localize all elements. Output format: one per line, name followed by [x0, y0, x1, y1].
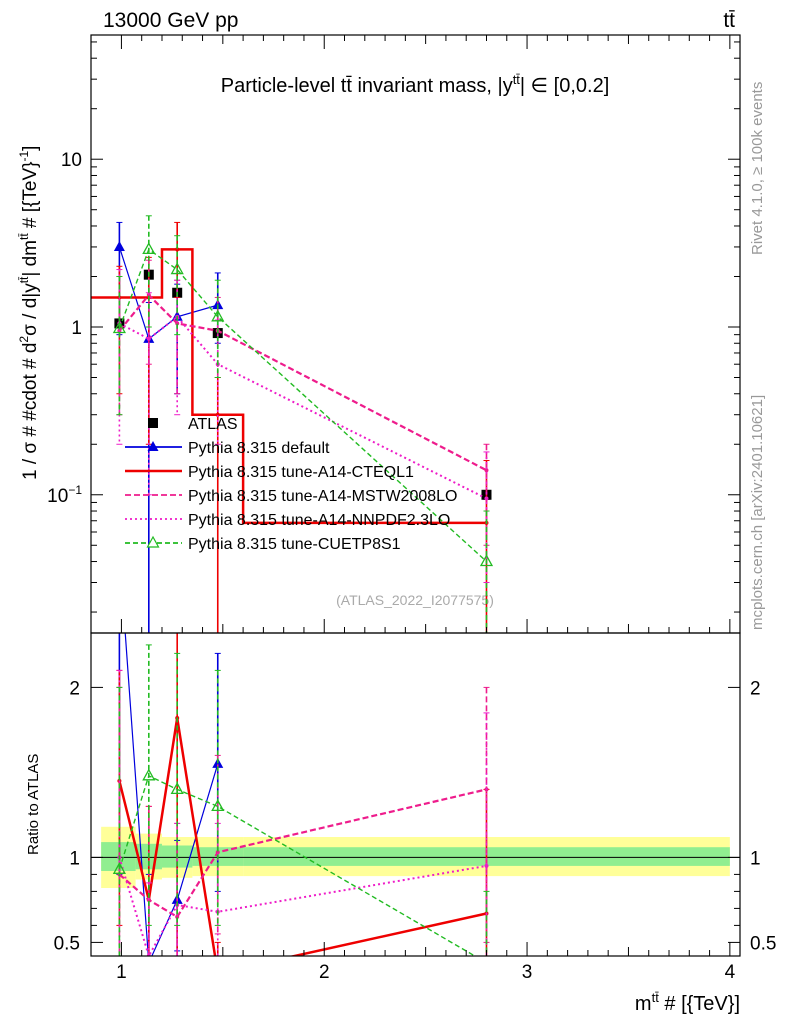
cuetp-point-4	[479, 554, 494, 567]
legend-entry-cuetp: Pythia 8.315 tune-CUETP8S1	[125, 535, 401, 553]
cuetp-point-3	[211, 309, 225, 322]
ratio-cteq-point-3	[216, 971, 220, 975]
ratio-series-cteq	[116, 633, 490, 975]
main-ytick-label-base-2: 10	[61, 150, 82, 171]
main-ytick-label-sup-0: −1	[68, 483, 82, 497]
main-ytick-label-1: 1	[71, 318, 82, 339]
ratio-ytick-label-right-1: 1	[750, 848, 761, 869]
legend-entry-data: ATLAS	[148, 416, 238, 433]
plot-title-main: Particle-level tt̄ invariant mass, |y	[221, 75, 513, 97]
plot-title-tail: | ∈ [0,0.2]	[520, 75, 609, 97]
cteq-histogram-line	[91, 248, 487, 525]
legend-label-cteq: Pythia 8.315 tune-A14-CTEQL1	[188, 464, 414, 481]
ratio-ytick-label-left-1: 1	[69, 848, 80, 869]
ratio-cuetp-point-4	[486, 955, 487, 956]
ratio-ytick-label-right-2: 2	[750, 678, 761, 699]
cuetp-line	[118, 248, 487, 563]
ratio-series-group	[112, 545, 490, 975]
process-label: tt̄	[723, 9, 735, 32]
ratio-series-cuetp	[112, 644, 490, 956]
ylabel-part-h: -1	[17, 151, 31, 162]
xlabel-sup: tt̄	[652, 990, 660, 1005]
mstw-point-2	[175, 321, 180, 326]
xtick-label-3: 4	[725, 962, 736, 983]
legend-entry-mstw: Pythia 8.315 tune-A14-MSTW2008LO	[125, 488, 457, 505]
cuetp-point-0	[112, 321, 126, 334]
ratio-nnpdf-point-4	[484, 863, 489, 868]
ratio-series-mstw	[116, 686, 490, 956]
legend-marker-data	[148, 418, 158, 428]
mstw-point-1	[146, 293, 151, 298]
xtick-label-0: 1	[116, 962, 127, 983]
nnpdf-line	[118, 315, 487, 500]
legend: ATLAS Pythia 8.315 default Pythia 8.315 tu…	[125, 416, 457, 553]
main-ytick-label-base-0: 10	[47, 486, 68, 507]
xtick-label-2: 3	[522, 962, 533, 983]
legend-entry-cteq: Pythia 8.315 tune-A14-CTEQL1	[125, 464, 414, 481]
ratio-ytick-label-left-2: 2	[69, 678, 80, 699]
mstw-point-4	[484, 468, 489, 473]
ratio-default-point-1	[143, 957, 154, 967]
ratio-ytick-label-left-0: 0.5	[54, 933, 80, 954]
ylabel-part-f: tt̄	[17, 233, 31, 240]
default-point-0	[113, 240, 125, 251]
ylabel-part-d: tt̄	[17, 276, 31, 283]
ratio-cuetp-point-2	[170, 782, 184, 795]
plot-title-sup: tt̄	[513, 72, 521, 87]
xlabel-tail: # [{TeV}]	[659, 993, 740, 1015]
nnpdf-point-1	[146, 336, 151, 341]
xtick-label-1: 2	[319, 962, 330, 983]
legend-label-mstw: Pythia 8.315 tune-A14-MSTW2008LO	[188, 488, 457, 505]
cuetp-point-2	[170, 262, 184, 275]
default-point-3	[212, 299, 224, 310]
mcplots-label: mcplots.cern.ch [arXiv:2401.10621]	[749, 395, 766, 630]
main-series-group	[91, 215, 494, 633]
cuetp-point-1	[142, 242, 156, 255]
rivet-version-label: Rivet 4.1.0, ≥ 100k events	[749, 82, 766, 255]
main-ytick-label-2: 10	[61, 150, 82, 171]
energy-label: 13000 GeV pp	[103, 9, 238, 32]
legend-marker-cuetp	[146, 535, 160, 548]
default-line	[118, 246, 218, 340]
ylabel-part-e: | dm	[20, 240, 41, 277]
cteq-point-2	[175, 247, 180, 252]
cteq-point-3	[215, 412, 220, 417]
legend-marker-default	[147, 441, 159, 451]
ratio-default-line	[124, 633, 219, 956]
legend-label-cuetp: Pythia 8.315 tune-CUETP8S1	[188, 536, 401, 553]
xlabel: mtt̄ # [{TeV}]	[635, 990, 740, 1015]
nnpdf-point-4	[484, 496, 489, 501]
legend-entry-default: Pythia 8.315 default	[125, 440, 330, 457]
plot-title: Particle-level tt̄ invariant mass, |ytt̄…	[221, 72, 610, 97]
legend-label-data: ATLAS	[188, 416, 238, 433]
main-ylabel: 1 / σ # #cdot # d2σ / d|ytt̄| dmtt̄ # [{…	[17, 146, 41, 480]
ylabel-part-g: # [{TeV}	[20, 162, 41, 234]
main-ytick-label-base-1: 1	[71, 318, 82, 339]
ratio-ylabel: Ratio to ATLAS	[25, 754, 42, 855]
ylabel-part-c: σ / d|y	[20, 283, 41, 336]
ratio-uncertainty-bands	[91, 826, 740, 888]
ylabel-part-b: 2	[17, 336, 31, 343]
legend-label-default: Pythia 8.315 default	[188, 440, 330, 457]
ratio-frame	[90, 632, 741, 957]
ratio-cuetp-point-1	[142, 768, 156, 781]
main-ytick-label-0: 10−1	[47, 483, 82, 507]
series-cuetp	[112, 215, 494, 633]
ratio-cuetp-point-0	[112, 861, 126, 874]
legend-entry-nnpdf: Pythia 8.315 tune-A14-NNPDF2.3LO	[125, 512, 450, 529]
ratio-default-point-0	[114, 545, 125, 555]
ylabel-part-i: ]	[20, 146, 41, 151]
ratio-mstw-point-2	[175, 914, 180, 919]
ratio-mstw-point-3	[215, 850, 220, 855]
analysis-watermark: (ATLAS_2022_I2077575)	[336, 592, 494, 608]
ratio-ytick-label-right-0: 0.5	[750, 933, 776, 954]
ratio-cuetp-point-3	[211, 799, 225, 812]
xlabel-main: m	[635, 993, 652, 1015]
ylabel-part-a: 1 / σ # #cdot # d	[20, 343, 41, 480]
legend-label-nnpdf: Pythia 8.315 tune-A14-NNPDF2.3LO	[188, 512, 450, 529]
